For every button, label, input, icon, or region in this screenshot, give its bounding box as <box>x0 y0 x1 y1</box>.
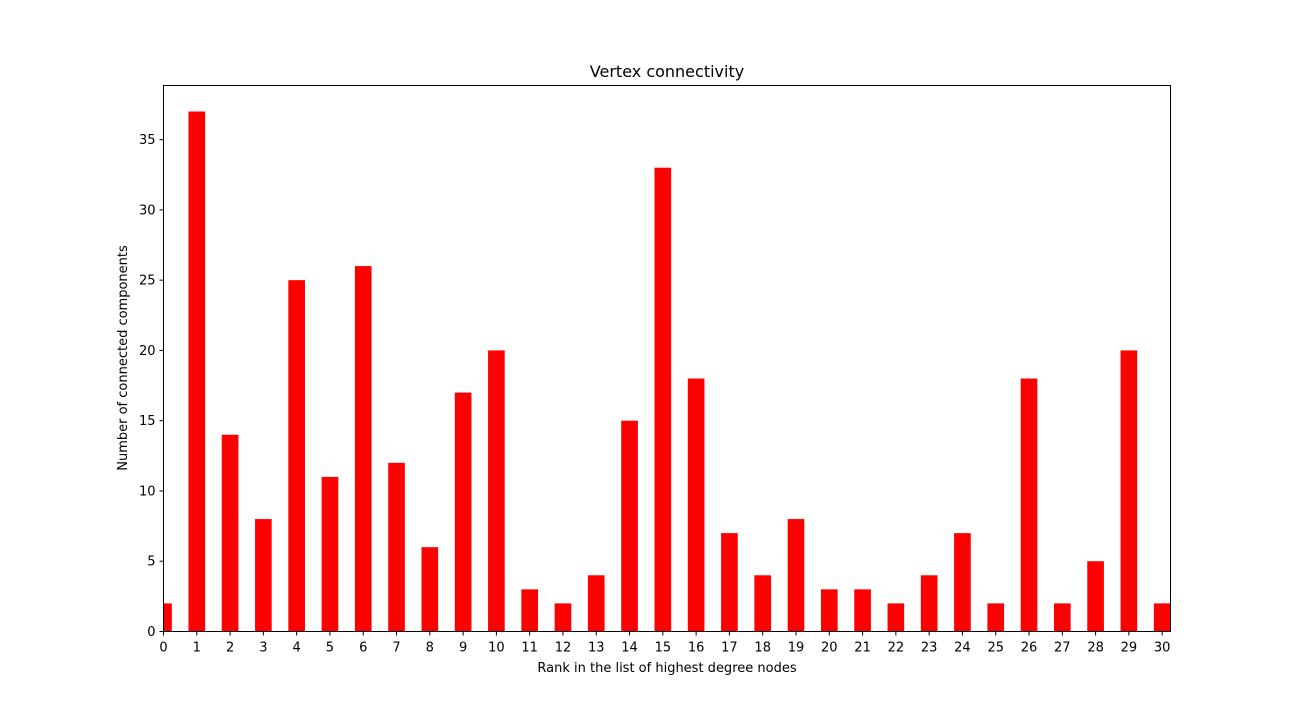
bar-8 <box>421 547 439 632</box>
x-tick-label-17: 17 <box>721 641 738 656</box>
bar-11 <box>521 589 539 632</box>
x-tick-label-7: 7 <box>392 641 400 656</box>
x-tick-label-1: 1 <box>193 641 201 656</box>
bar-14 <box>621 420 638 632</box>
x-tick-label-8: 8 <box>426 641 434 656</box>
y-tick-label-10: 10 <box>139 484 156 499</box>
x-tick-label-22: 22 <box>888 641 905 656</box>
x-tick-label-6: 6 <box>359 641 367 656</box>
bar-25 <box>987 603 1005 632</box>
bar-5 <box>321 476 339 632</box>
y-tick-label-0: 0 <box>147 625 155 640</box>
bar-17 <box>721 533 738 632</box>
x-tick-label-16: 16 <box>688 641 705 656</box>
bar-30 <box>1153 603 1171 632</box>
bar-10 <box>488 350 505 632</box>
y-tick-label-20: 20 <box>139 344 156 359</box>
x-ticks: 0 1 2 3 4 5 6 7 8 9 10 11 12 13 14 15 16 17 18 19 20 21 22 23 24… <box>159 631 1171 656</box>
chart-title: Vertex connectivity <box>590 62 744 81</box>
x-tick-label-13: 13 <box>588 641 605 656</box>
y-tick-label-15: 15 <box>139 414 156 429</box>
x-tick-label-29: 29 <box>1121 641 1138 656</box>
x-tick-label-9: 9 <box>459 641 467 656</box>
x-axis-label: Rank in the list of highest degree nodes <box>537 661 796 676</box>
bar-1 <box>188 111 206 632</box>
bar-7 <box>388 462 405 632</box>
bar-0 <box>163 603 172 632</box>
x-tick-label-30: 30 <box>1154 641 1171 656</box>
y-tick-label-35: 35 <box>139 133 156 148</box>
x-tick-label-10: 10 <box>488 641 505 656</box>
bar-13 <box>587 575 605 632</box>
bar-26 <box>1020 378 1038 632</box>
bar-21 <box>854 589 871 632</box>
bars-layer <box>163 111 1171 632</box>
x-tick-label-21: 21 <box>854 641 871 656</box>
bar-9 <box>454 392 472 632</box>
bar-28 <box>1087 561 1104 632</box>
x-tick-label-20: 20 <box>821 641 838 656</box>
y-tick-label-30: 30 <box>139 203 156 218</box>
x-tick-label-11: 11 <box>521 641 538 656</box>
bar-15 <box>654 167 672 632</box>
x-tick-label-26: 26 <box>1021 641 1038 656</box>
x-tick-label-14: 14 <box>621 641 638 656</box>
y-ticks: 0 5 10 15 20 25 30 35 <box>139 133 164 640</box>
bar-20 <box>820 589 838 632</box>
bar-12 <box>554 603 572 632</box>
x-tick-label-24: 24 <box>954 641 971 656</box>
x-tick-label-4: 4 <box>293 641 301 656</box>
bar-19 <box>787 519 805 632</box>
bar-27 <box>1053 603 1071 632</box>
x-tick-label-15: 15 <box>655 641 672 656</box>
bar-6 <box>354 266 372 632</box>
x-tick-label-3: 3 <box>259 641 267 656</box>
bar-29 <box>1120 350 1138 632</box>
y-tick-label-25: 25 <box>139 274 156 289</box>
bar-2 <box>221 434 239 632</box>
x-tick-label-0: 0 <box>159 641 167 656</box>
x-tick-label-5: 5 <box>326 641 334 656</box>
bar-24 <box>954 533 971 632</box>
y-axis-label: Number of connected components <box>116 245 131 471</box>
bar-23 <box>920 575 938 632</box>
x-tick-label-19: 19 <box>788 641 805 656</box>
x-tick-label-2: 2 <box>226 641 234 656</box>
bar-18 <box>754 575 772 632</box>
bar-16 <box>687 378 705 632</box>
x-tick-label-18: 18 <box>754 641 771 656</box>
plot-frame <box>163 85 1171 632</box>
bar-4 <box>288 280 305 632</box>
x-tick-label-28: 28 <box>1087 641 1104 656</box>
x-tick-label-12: 12 <box>555 641 572 656</box>
y-tick-label-5: 5 <box>147 555 155 570</box>
x-tick-label-23: 23 <box>921 641 938 656</box>
bar-3 <box>255 519 272 632</box>
x-tick-label-25: 25 <box>987 641 1004 656</box>
bar-22 <box>887 603 905 632</box>
x-tick-label-27: 27 <box>1054 641 1071 656</box>
